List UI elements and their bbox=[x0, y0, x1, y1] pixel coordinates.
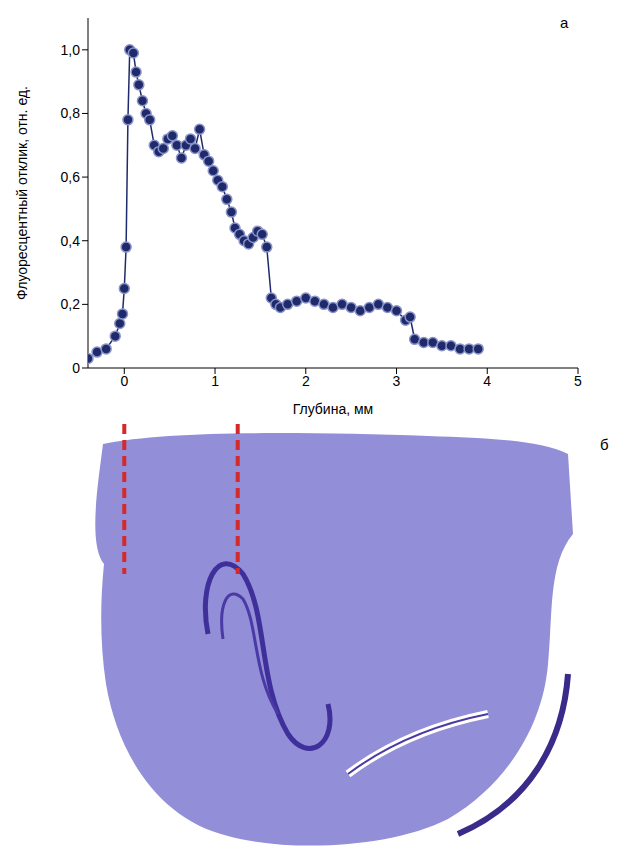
svg-text:0,4: 0,4 bbox=[61, 233, 81, 249]
svg-text:1: 1 bbox=[211, 373, 219, 389]
svg-text:0: 0 bbox=[72, 360, 80, 376]
svg-text:3: 3 bbox=[393, 373, 401, 389]
html-text:а: а bbox=[560, 14, 569, 31]
svg-text:Глубина, мм: Глубина, мм bbox=[293, 401, 374, 417]
svg-text:1,0: 1,0 bbox=[61, 42, 81, 58]
svg-text:5: 5 bbox=[574, 373, 582, 389]
svg-text:0,8: 0,8 bbox=[61, 105, 81, 121]
svg-text:Флуоресцентный отклик, отн. ед: Флуоресцентный отклик, отн. ед. bbox=[14, 86, 30, 300]
svg-text:2: 2 bbox=[302, 373, 310, 389]
svg-text:0,6: 0,6 bbox=[61, 169, 81, 185]
svg-text:0: 0 bbox=[120, 373, 128, 389]
svg-text:4: 4 bbox=[483, 373, 491, 389]
svg-text:0,2: 0,2 bbox=[61, 296, 81, 312]
html-text:б: б bbox=[600, 436, 609, 453]
